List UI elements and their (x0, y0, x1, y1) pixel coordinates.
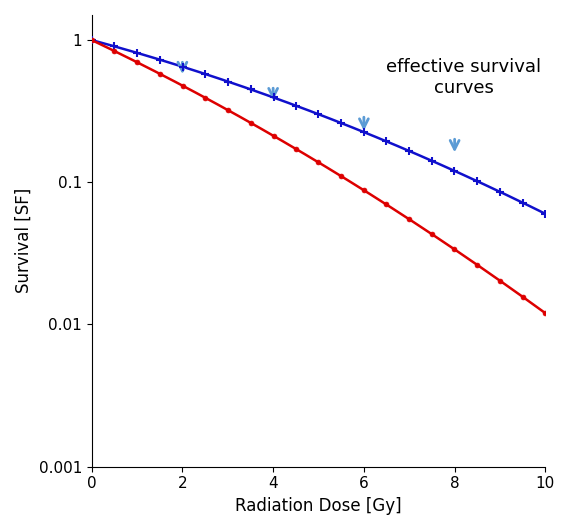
Y-axis label: Survival [SF]: Survival [SF] (15, 188, 33, 294)
Text: effective survival
curves: effective survival curves (386, 58, 542, 96)
X-axis label: Radiation Dose [Gy]: Radiation Dose [Gy] (235, 497, 402, 515)
